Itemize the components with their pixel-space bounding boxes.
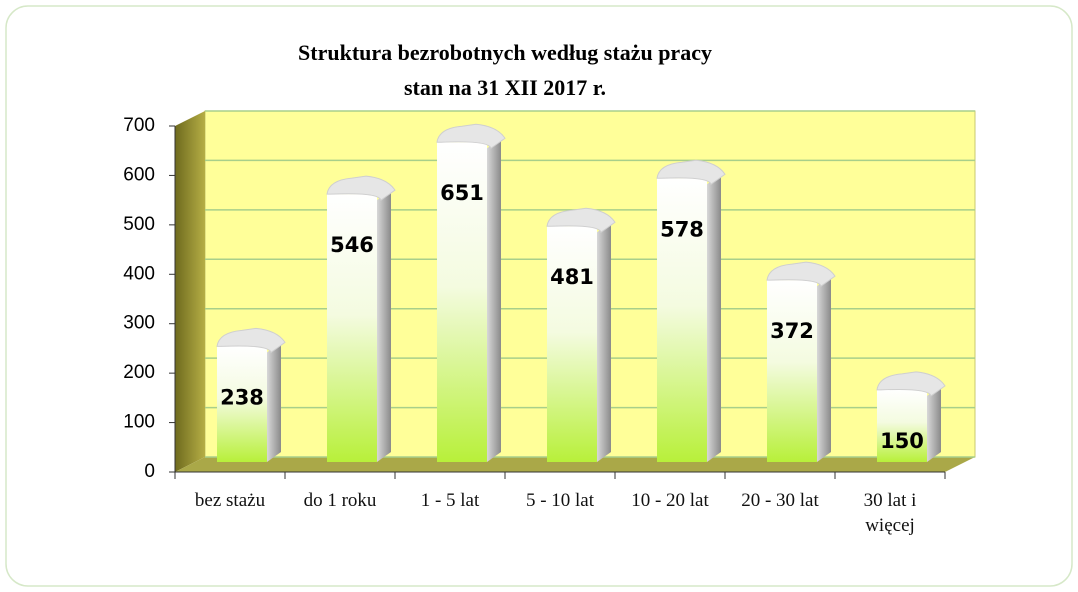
bar-cap (876, 371, 946, 397)
chart-title: Struktura bezrobotnych według stażu prac… (298, 40, 712, 65)
bar-side (377, 190, 391, 462)
y-tick-label: 400 (123, 263, 155, 284)
value-label: 372 (770, 319, 814, 343)
bar-cap (656, 159, 726, 186)
y-tick-label: 200 (123, 362, 155, 383)
bar (217, 346, 267, 462)
x-tick-label: 20 - 30 lat (741, 490, 819, 511)
value-label: 546 (330, 233, 374, 257)
x-tick-label: 10 - 20 lat (631, 490, 709, 511)
y-tick-label: 300 (123, 313, 155, 334)
bar (547, 226, 597, 462)
y-tick-label: 500 (123, 214, 155, 235)
bar-side (707, 174, 721, 462)
x-tick-label: do 1 roku (303, 490, 377, 511)
y-tick-label: 600 (123, 164, 155, 185)
bar (767, 280, 817, 462)
side-wall (175, 111, 205, 472)
bar-cap (326, 175, 396, 201)
bar-cap (766, 261, 836, 287)
y-tick-label: 700 (123, 115, 155, 136)
value-label: 150 (880, 429, 924, 453)
bar-side (927, 385, 941, 462)
bar-cap (546, 207, 616, 234)
value-label: 481 (550, 265, 594, 289)
bar-side (817, 276, 831, 462)
bar-side (267, 342, 281, 462)
x-tick-label: bez stażu (194, 490, 266, 511)
bar (657, 178, 707, 462)
bar (437, 142, 487, 462)
bar-side (487, 138, 501, 462)
x-tick-label: 5 - 10 lat (525, 490, 595, 511)
bar (327, 194, 377, 462)
value-label: 651 (440, 181, 484, 205)
chart-subtitle: stan na 31 XII 2017 r. (404, 75, 606, 100)
x-tick-label: 1 - 5 lat (420, 490, 480, 511)
y-tick-label: 100 (123, 412, 155, 433)
y-tick-label: 0 (144, 461, 155, 482)
value-label: 238 (220, 385, 264, 409)
bar-cap (216, 327, 286, 354)
bar-cap (436, 123, 506, 150)
bar (877, 389, 927, 462)
value-label: 578 (660, 217, 704, 241)
x-tick-label: 30 lat i więcej (863, 490, 917, 536)
bar-side (597, 222, 611, 462)
